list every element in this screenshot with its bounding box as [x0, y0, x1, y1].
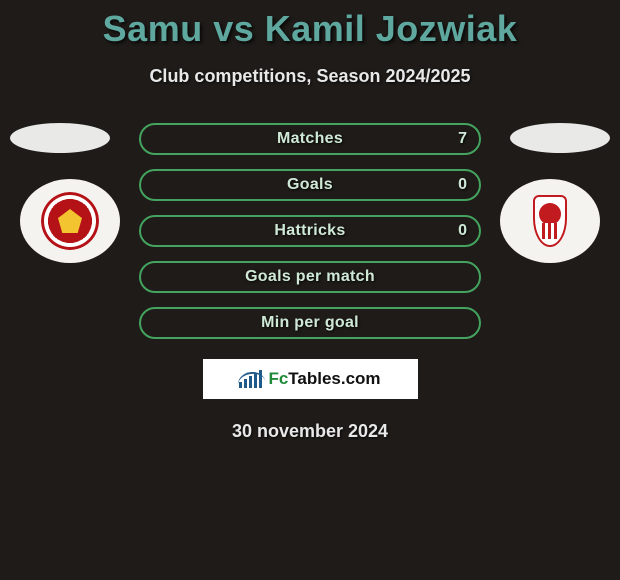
brand-name: FcTables.com	[268, 369, 380, 389]
stat-label: Min per goal	[261, 314, 359, 332]
brand-suffix: Tables.com	[288, 369, 380, 388]
stat-right-value: 7	[458, 130, 467, 148]
stat-row: Goals 0	[139, 169, 481, 201]
brand-box: FcTables.com	[203, 359, 418, 399]
stat-row: Min per goal	[139, 307, 481, 339]
bars-icon	[239, 370, 262, 388]
stat-label: Hattricks	[274, 222, 345, 240]
club-badge-right	[500, 179, 600, 263]
brand-prefix: Fc	[268, 369, 288, 388]
player-left-oval	[10, 123, 110, 153]
stat-label: Goals	[287, 176, 333, 194]
stat-row: Hattricks 0	[139, 215, 481, 247]
granada-crest-icon	[533, 195, 567, 247]
player-right-oval	[510, 123, 610, 153]
page-title: Samu vs Kamil Jozwiak	[0, 0, 620, 50]
stat-label: Goals per match	[245, 268, 375, 286]
date-text: 30 november 2024	[232, 421, 388, 442]
stat-right-value: 0	[458, 176, 467, 194]
stat-right-value: 0	[458, 222, 467, 240]
stat-label: Matches	[277, 130, 343, 148]
comparison-panel: Matches 7 Goals 0 Hattricks 0 Goals per …	[0, 123, 620, 442]
subtitle: Club competitions, Season 2024/2025	[0, 66, 620, 87]
almeria-crest-icon	[41, 192, 99, 250]
footer: FcTables.com 30 november 2024	[0, 359, 620, 442]
club-badge-left	[20, 179, 120, 263]
stat-row: Matches 7	[139, 123, 481, 155]
stat-row: Goals per match	[139, 261, 481, 293]
